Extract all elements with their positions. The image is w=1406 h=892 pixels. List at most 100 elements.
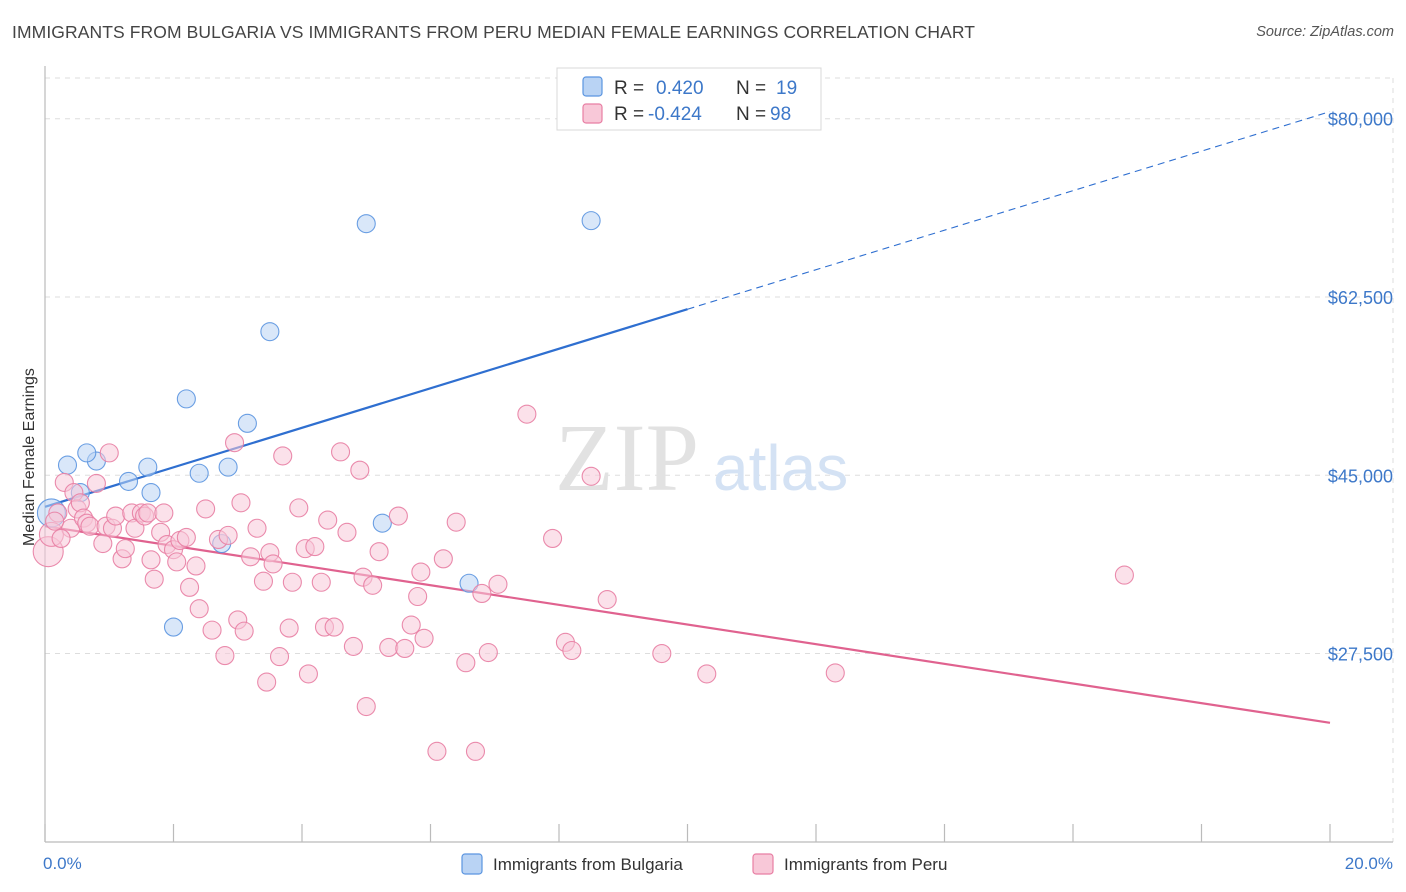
data-point	[224, 433, 245, 453]
data-point	[305, 537, 325, 557]
legend-r-label-peru: R =	[614, 104, 644, 125]
data-point	[99, 443, 119, 463]
watermark-atlas: atlas	[713, 432, 848, 504]
data-point	[395, 638, 415, 659]
source-credit: Source: ZipAtlas.com	[1256, 24, 1394, 40]
data-point	[93, 533, 113, 554]
data-point	[411, 562, 431, 582]
watermark: ZIP atlas	[555, 404, 848, 511]
series-points-peru	[32, 404, 1134, 761]
data-point	[581, 211, 601, 231]
data-point	[465, 741, 486, 761]
data-point	[196, 499, 216, 519]
series-legend-swatch-peru	[752, 853, 774, 875]
data-point	[138, 457, 158, 477]
data-point	[144, 569, 164, 589]
data-point	[472, 583, 492, 603]
legend-r-value-peru: -0.424	[648, 104, 702, 125]
y-tick-label: $27,500	[1328, 645, 1393, 665]
series-points-bulgaria	[36, 211, 601, 637]
data-point	[369, 542, 389, 562]
x-tick-label-min: 0.0%	[43, 854, 82, 873]
data-point	[311, 572, 331, 592]
data-point	[273, 446, 293, 466]
data-point	[318, 510, 338, 530]
data-point	[282, 572, 302, 592]
data-point	[257, 672, 277, 692]
data-point	[379, 637, 399, 657]
data-point	[154, 503, 174, 523]
data-point	[279, 618, 299, 638]
data-point	[163, 617, 184, 637]
data-point	[138, 503, 158, 523]
data-point	[350, 460, 370, 480]
data-point	[517, 404, 537, 424]
data-point	[597, 590, 617, 610]
data-point	[446, 512, 466, 532]
data-point	[478, 642, 498, 663]
data-point	[652, 643, 672, 664]
y-tick-label: $62,500	[1328, 288, 1393, 308]
data-point	[189, 599, 209, 619]
data-point	[231, 493, 251, 513]
data-point	[427, 741, 447, 761]
data-point	[324, 617, 344, 637]
data-point	[189, 463, 209, 483]
y-tick-label: $45,000	[1328, 466, 1393, 486]
data-point	[106, 506, 126, 526]
data-point	[77, 443, 97, 463]
data-point	[388, 506, 408, 526]
data-point	[186, 556, 206, 576]
data-point	[80, 516, 100, 536]
data-point	[459, 573, 479, 593]
data-point	[118, 471, 139, 491]
data-point	[356, 696, 376, 717]
data-point	[372, 513, 392, 533]
legend-swatch-bulgaria	[582, 76, 603, 97]
data-point	[414, 628, 434, 648]
data-point	[562, 640, 582, 661]
data-point	[57, 455, 78, 475]
data-point	[825, 663, 845, 683]
grid-lines	[45, 77, 1395, 842]
data-point	[234, 621, 254, 641]
data-point	[408, 586, 428, 607]
legend-r-label-bulgaria: R =	[614, 78, 644, 99]
data-point	[180, 577, 200, 597]
data-point	[237, 413, 257, 433]
data-point	[141, 483, 161, 503]
chart-title: IMMIGRANTS FROM BULGARIA VS IMMIGRANTS F…	[12, 22, 976, 42]
data-point	[343, 636, 363, 656]
data-point	[697, 664, 717, 684]
data-point	[269, 647, 290, 667]
series-legend-label-bulgaria: Immigrants from Bulgaria	[493, 855, 683, 874]
data-point	[356, 214, 376, 234]
y-tick-labels: $27,500 $45,000 $62,500 $80,000	[1328, 110, 1393, 665]
series-legend: Immigrants from Bulgaria Immigrants from…	[461, 853, 947, 875]
data-point	[141, 550, 161, 570]
data-point	[260, 322, 280, 342]
data-point	[218, 457, 238, 477]
x-tick-label-max: 20.0%	[1345, 854, 1393, 873]
data-point	[176, 389, 196, 409]
data-point	[51, 528, 71, 548]
data-point	[581, 466, 601, 486]
data-point	[298, 664, 318, 684]
stats-legend: R = 0.420 N = 19 R = -0.424 N = 98	[556, 67, 822, 131]
trend-line-extension-bulgaria	[687, 111, 1331, 310]
data-point	[45, 511, 65, 531]
legend-n-value-peru: 98	[770, 104, 791, 125]
data-point	[215, 646, 235, 666]
data-point	[202, 620, 222, 640]
data-point	[488, 574, 508, 594]
data-point	[1114, 565, 1134, 585]
x-tick-labels: 0.0% 20.0%	[43, 854, 1393, 873]
data-point	[263, 554, 283, 574]
data-point	[167, 552, 187, 572]
legend-n-value-bulgaria: 19	[776, 78, 797, 99]
data-point	[543, 528, 563, 548]
legend-n-label-bulgaria: N =	[736, 78, 766, 99]
y-tick-label: $80,000	[1328, 110, 1393, 130]
data-point	[363, 575, 383, 595]
data-point	[115, 539, 135, 559]
